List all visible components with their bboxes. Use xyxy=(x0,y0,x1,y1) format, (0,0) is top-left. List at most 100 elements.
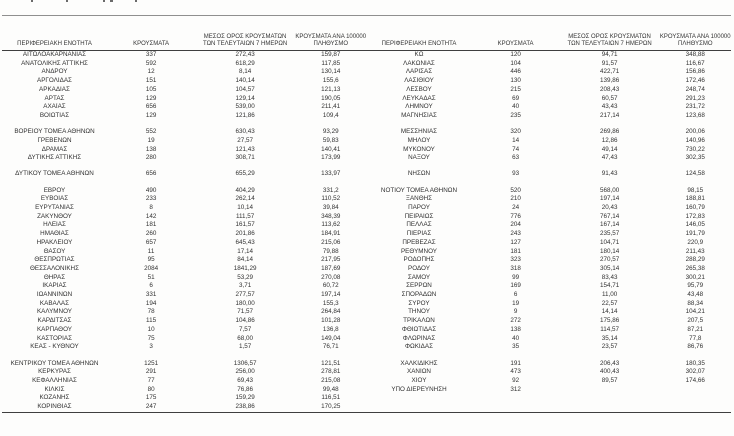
per100k-cell: 174,66 xyxy=(685,376,705,384)
avg7-cell: 645,43 xyxy=(235,238,255,246)
per100k-cell: 140,96 xyxy=(685,136,705,144)
per100k-cell: 300,21 xyxy=(685,273,705,281)
avg7-cell: 111,57 xyxy=(235,212,255,220)
cropped-text-mark xyxy=(110,0,113,2)
region-cell: ΜΑΓΝΗΣΙΑΣ xyxy=(401,111,437,119)
table-row: ΥΠΟ ΔΙΕΡΕΥΝΗΣΗ 312 xyxy=(367,386,732,395)
cases-cell: 181 xyxy=(510,247,521,255)
cases-cell: 520 xyxy=(510,186,521,194)
table-row: ΝΑΞΟΥ 63 47,43 302,35 xyxy=(367,154,732,163)
table-row: ΜΗΛΟΥ 14 12,86 140,96 xyxy=(367,137,732,146)
avg7-cell: 272,43 xyxy=(235,51,255,58)
region-cell: ΑΡΓΟΛΙΔΑΣ xyxy=(37,77,72,85)
avg7-cell: 84,14 xyxy=(237,256,253,264)
table-row: ΚΕΦΑΛΛΗΝΙΑΣ 77 69,43 215,08 xyxy=(2,377,367,386)
region-cell: ΔΥΤΙΚΟΥ ΤΟΜΕΑ ΑΘΗΝΩΝ xyxy=(15,170,94,178)
per100k-cell: 200,06 xyxy=(685,128,705,136)
per100k-cell: 197,14 xyxy=(321,291,341,299)
cropped-text-mark xyxy=(135,0,137,2)
cropped-text-mark xyxy=(31,0,33,2)
table-halves-wrapper: ΠΕΡΙΦΕΡΕΙΑΚΗ ΕΝΟΤΗΤΑ ΚΡΟΥΣΜΑΤΑ ΜΕΣΟΣ ΟΡΟΣ … xyxy=(2,16,731,413)
per100k-cell: 95,79 xyxy=(687,282,704,290)
avg7-cell: 308,71 xyxy=(235,154,255,162)
per100k-cell: 190,05 xyxy=(321,94,341,102)
avg7-cell: 235,57 xyxy=(599,230,620,238)
region-cell: ΗΜΑΘΙΑΣ xyxy=(40,230,69,238)
per100k-cell: 170,25 xyxy=(321,403,341,411)
avg7-cell: 175,86 xyxy=(599,317,620,325)
cases-cell: 75 xyxy=(147,334,155,342)
cases-cell: 12 xyxy=(147,68,155,76)
avg7-cell: 83,43 xyxy=(601,273,618,281)
avg7-cell: 35,14 xyxy=(601,334,618,342)
table-row: ΔΥΤΙΚΟΥ ΤΟΜΕΑ ΑΘΗΝΩΝ 656 655,29 133,97 xyxy=(2,170,367,179)
avg7-cell: 630,43 xyxy=(235,128,255,136)
region-cell: ΝΗΣΩΝ xyxy=(407,170,431,178)
region-cell: ΚΙΛΚΙΣ xyxy=(44,385,65,393)
spacer-cell xyxy=(367,179,732,187)
avg7-cell: 104,71 xyxy=(599,238,620,246)
avg7-cell: 22,57 xyxy=(601,299,618,307)
avg7-cell: 129,14 xyxy=(235,94,255,102)
per100k-cell: 188,81 xyxy=(685,195,705,203)
regional-table-left: ΠΕΡΙΦΕΡΕΙΑΚΗ ΕΝΟΤΗΤΑ ΚΡΟΥΣΜΑΤΑ ΜΕΣΟΣ ΟΡΟΣ … xyxy=(2,16,367,412)
cases-cell: 51 xyxy=(147,273,155,281)
region-cell: ΛΑΣΙΘΙΟΥ xyxy=(404,77,434,85)
table-row: ΚΩ 120 94,71 348,88 xyxy=(367,51,732,60)
table-row: ΣΥΡΟΥ 19 22,57 88,34 xyxy=(367,300,732,309)
table-row: ΛΕΣΒΟΥ 215 208,43 248,74 xyxy=(367,86,732,95)
cases-cell: 93 xyxy=(512,170,520,178)
table-row: ΔΡΑΜΑΣ 138 121,43 140,41 xyxy=(2,146,367,155)
avg7-cell: 7,57 xyxy=(238,325,252,333)
cases-cell: 6 xyxy=(513,291,518,299)
per100k-cell: 76,71 xyxy=(322,343,339,351)
region-cell: ΚΑΡΔΙΤΣΑΣ xyxy=(37,317,72,325)
per100k-cell: 156,86 xyxy=(685,68,705,76)
column-header-avg7: ΜΕΣΟΣ ΟΡΟΣ ΚΡΟΥΣΜΑΤΩΝ ΤΩΝ ΤΕΛΕΥΤΑΙΩΝ 7 ΗΜ… xyxy=(559,16,660,51)
table-row: ΠΡΕΒΕΖΑΣ 127 104,71 220,9 xyxy=(367,239,732,248)
table-row: ΑΡΓΟΛΙΔΑΣ 151 140,14 155,6 xyxy=(2,77,367,86)
region-cell: ΣΠΟΡΑΔΩΝ xyxy=(401,291,437,299)
region-cell: ΝΟΤΙΟΥ ΤΟΜΕΑ ΑΘΗΝΩΝ xyxy=(380,186,458,194)
cases-cell: 1251 xyxy=(144,359,159,367)
per100k-cell: 113,62 xyxy=(321,221,341,229)
table-row: ΠΕΙΡΑΙΩΣ 776 767,14 172,83 xyxy=(367,213,732,222)
table-row: ΠΕΛΛΑΣ 204 167,14 146,05 xyxy=(367,221,732,230)
cases-cell: 77 xyxy=(147,376,155,384)
avg7-cell: 1306,57 xyxy=(233,359,257,367)
per100k-cell: 220,9 xyxy=(687,238,704,246)
avg7-cell: 568,00 xyxy=(599,186,620,194)
column-header-cases: ΚΡΟΥΣΜΑΤΑ xyxy=(471,16,560,51)
cases-cell: 6 xyxy=(149,282,153,290)
avg7-cell: 53,29 xyxy=(237,273,253,281)
per100k-cell: 172,46 xyxy=(685,77,705,85)
spacer-cell xyxy=(367,352,732,360)
per100k-cell: 88,34 xyxy=(687,299,704,307)
spacer-cell xyxy=(2,121,367,129)
table-row: ΜΑΓΝΗΣΙΑΣ 235 217,14 123,68 xyxy=(367,112,732,121)
region-cell: ΘΑΣΟΥ xyxy=(43,247,66,255)
table-row: ΚΙΛΚΙΣ 80 76,86 99,48 xyxy=(2,386,367,395)
table-row: ΝΗΣΩΝ 93 91,43 124,58 xyxy=(367,170,732,179)
spacer-row xyxy=(2,179,367,187)
per100k-cell: 231,72 xyxy=(685,103,705,111)
avg7-cell: 49,14 xyxy=(601,145,618,153)
cases-cell: 181 xyxy=(145,221,157,229)
table-row: ΛΗΜΝΟΥ 40 43,43 231,72 xyxy=(367,103,732,112)
region-cell: ΡΕΘΥΜΝΟΥ xyxy=(400,247,437,255)
per100k-cell: 110,52 xyxy=(321,195,341,203)
cases-cell: 120 xyxy=(510,51,521,58)
spacer-row xyxy=(2,121,367,129)
table-row: ΒΟΙΩΤΙΑΣ 129 121,86 109,4 xyxy=(2,112,367,121)
region-cell: ΛΑΚΩΝΙΑΣ xyxy=(403,59,435,67)
per100k-cell: 217,95 xyxy=(321,256,341,264)
cases-cell: 312 xyxy=(510,385,521,393)
cases-cell: 656 xyxy=(145,170,157,178)
cases-cell: 142 xyxy=(145,212,157,220)
table-row: ΚΕΑΣ - ΚΥΘΝΟΥ 3 1,57 76,71 xyxy=(2,343,367,352)
avg7-cell: 277,57 xyxy=(235,291,255,299)
cases-cell: 69 xyxy=(512,94,520,102)
region-cell: ΣΑΜΟΥ xyxy=(407,273,431,281)
region-cell: ΠΡΕΒΕΖΑΣ xyxy=(402,238,436,246)
